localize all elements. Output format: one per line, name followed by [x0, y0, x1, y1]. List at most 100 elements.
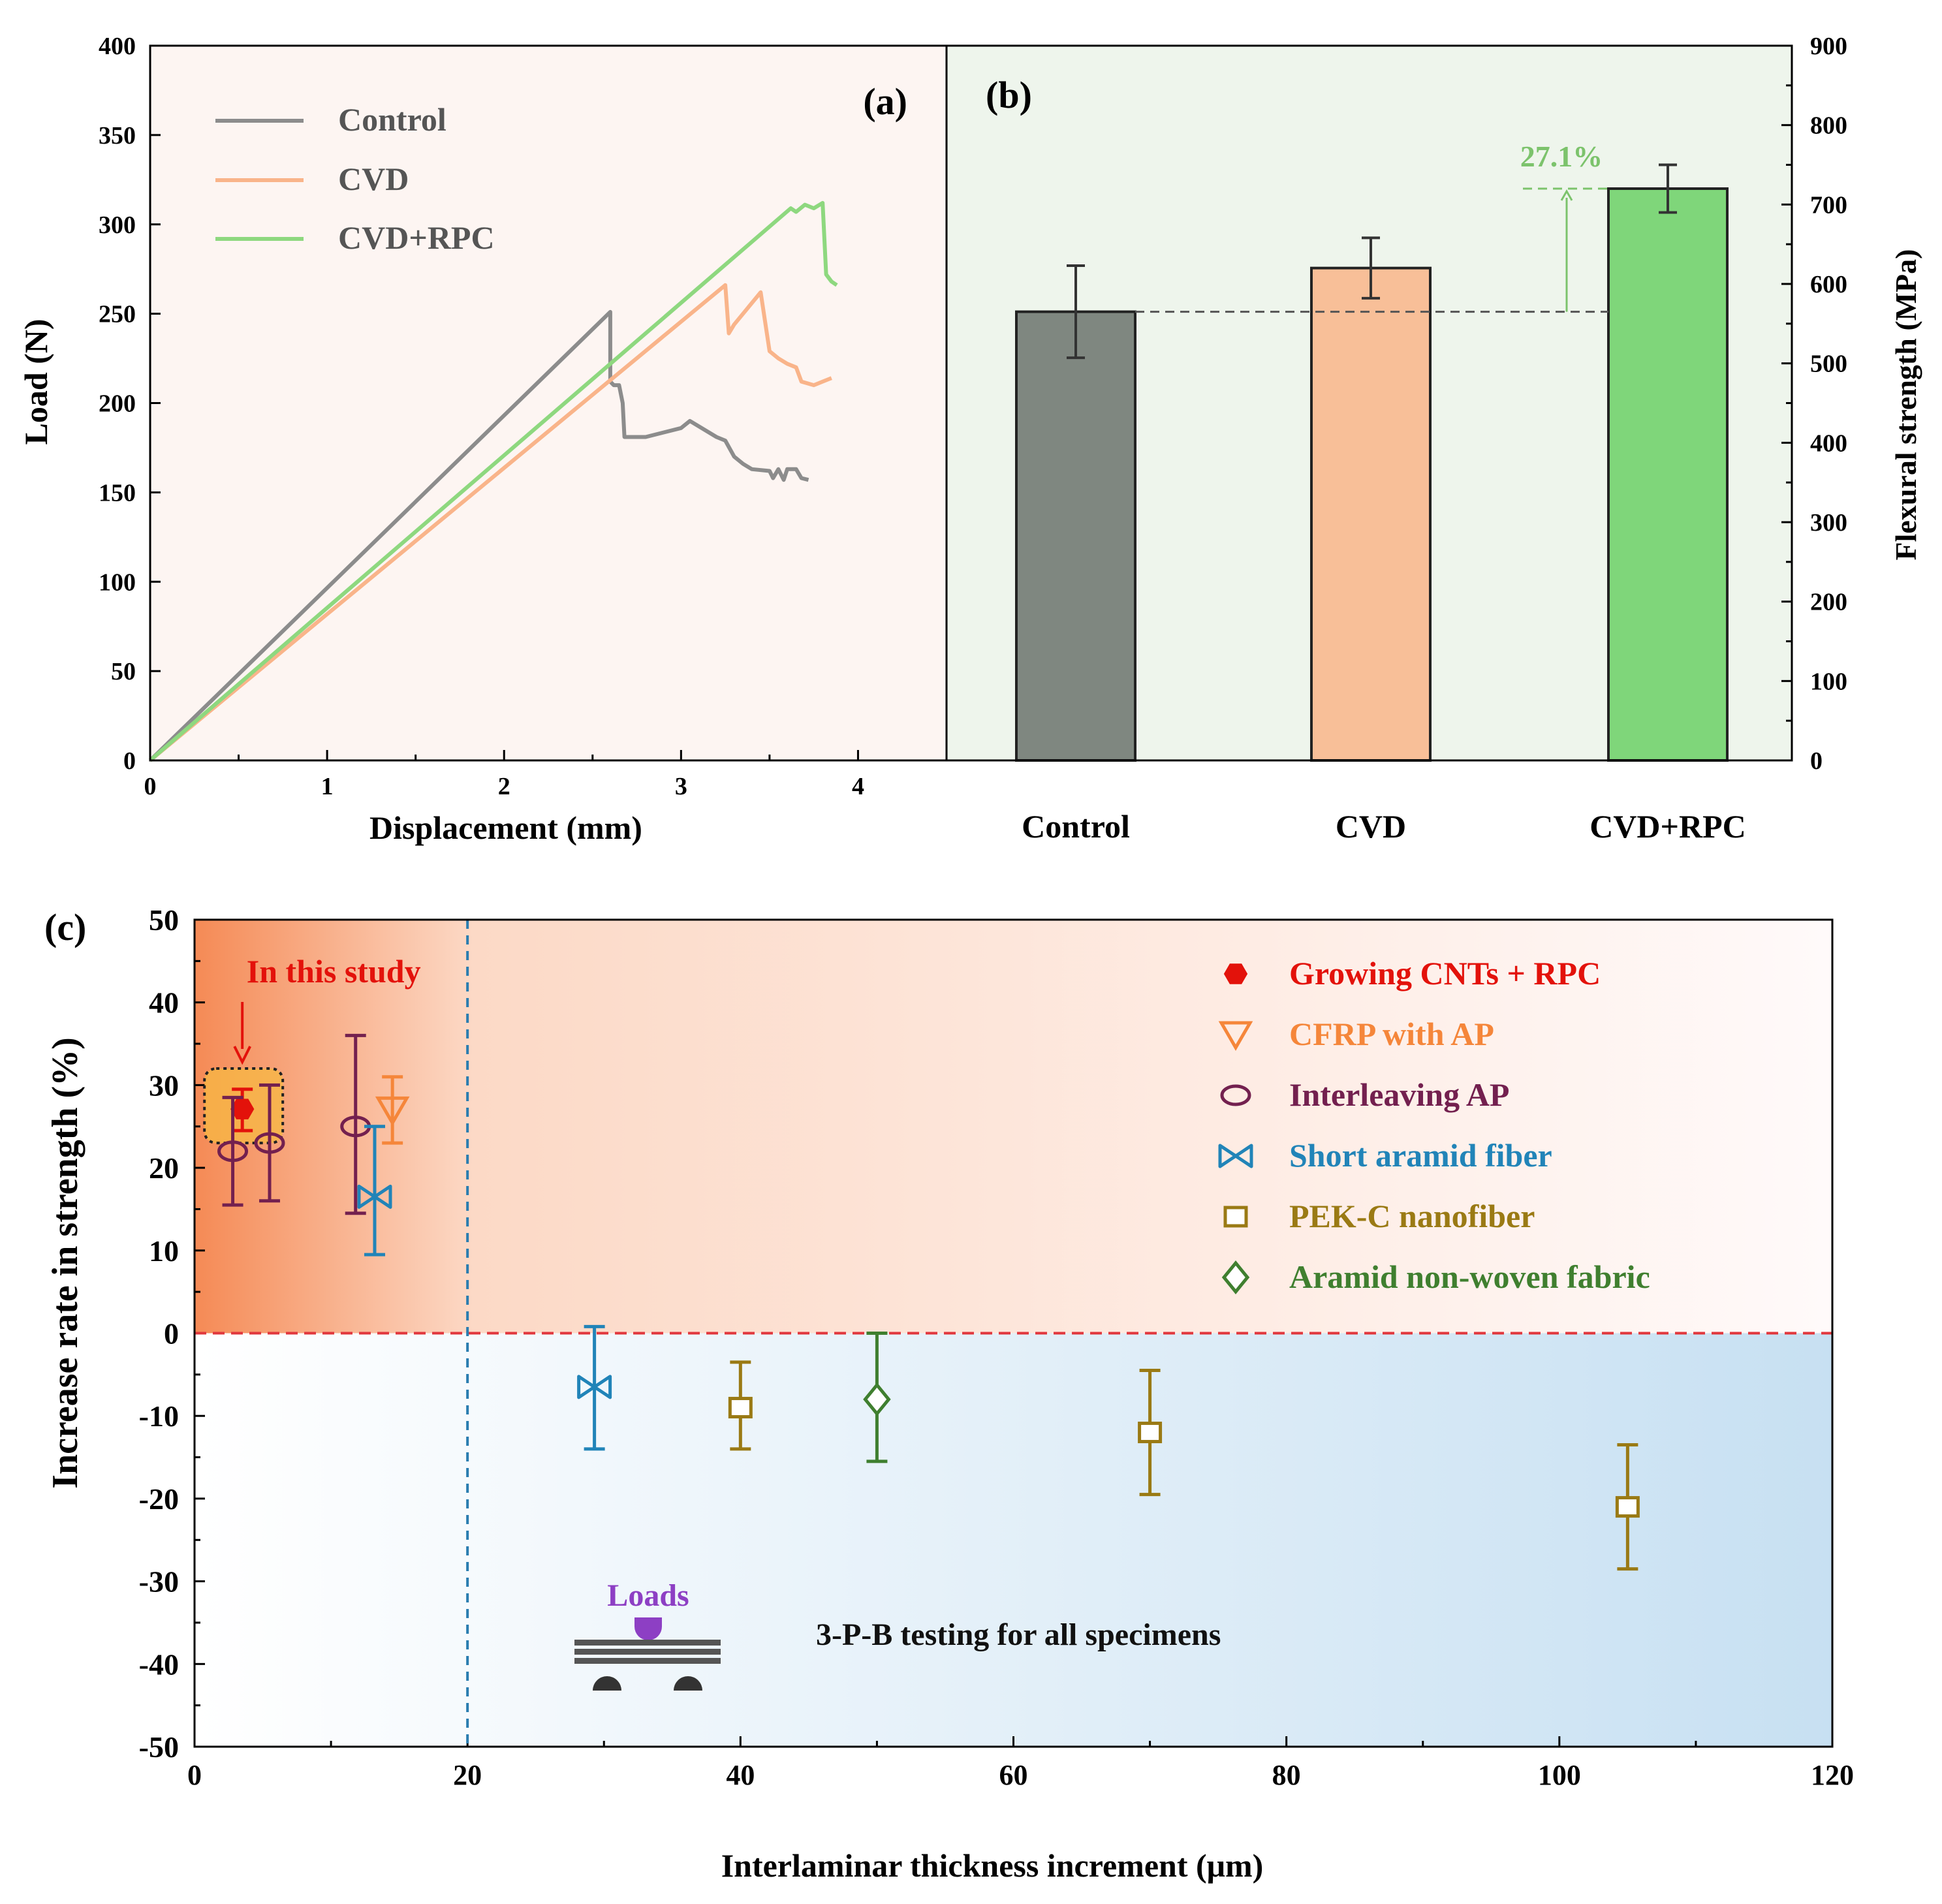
x-tick-label: 0 [144, 773, 157, 800]
legend-label-cvd: CVD [338, 161, 409, 197]
y-tick-label: 350 [99, 122, 136, 149]
y-tick-label: 10 [149, 1234, 179, 1268]
legend-label-short-aramid-fiber: Short aramid fiber [1289, 1137, 1552, 1174]
panel-c-data-points [217, 1033, 1640, 1571]
y-tick-label: 0 [164, 1317, 179, 1350]
y-tick-label: 800 [1810, 112, 1847, 140]
panel-b-annotation: 27.1% [1135, 140, 1608, 313]
specimen-beam-layer-icon-2 [574, 1658, 721, 1664]
panel-a: 0 1 2 3 4 0 50 100 150 200 250 300 350 400 (a) Displa… [18, 33, 948, 846]
panel-c-ylabel: Increase rate in strength (%) [45, 1037, 86, 1489]
y-tick-label: 30 [149, 1069, 179, 1102]
three-point-bending-schematic: Loads [574, 1578, 721, 1691]
panel-b-ylabel: Flexural strength (MPa) [1889, 249, 1922, 561]
panel-a-series [148, 200, 838, 762]
legend-label-cfrp-with-ap: CFRP with AP [1289, 1016, 1494, 1052]
y-tick-label: 500 [1810, 351, 1847, 378]
x-tick-label: 80 [1272, 1759, 1301, 1791]
y-tick-label: 300 [99, 211, 136, 239]
y-tick-label: 250 [99, 301, 136, 328]
panel-a-label: (a) [863, 80, 907, 123]
legend-marker-cfrp-with-ap [1218, 1021, 1253, 1051]
specimen-beam-layer-icon [574, 1649, 721, 1655]
y-tick-label: -40 [139, 1647, 179, 1681]
x-tick-label: 120 [1811, 1759, 1854, 1791]
panel-c-frame [193, 918, 1834, 1748]
panel-a-ylabel: Load (N) [18, 319, 54, 445]
point-pek-c-nanofiber [728, 1397, 753, 1419]
load-indenter-icon [634, 1617, 662, 1640]
y-tick-label: 20 [149, 1151, 179, 1185]
y-tick-label: 0 [1810, 747, 1823, 775]
panel-c-xlabel: Interlaminar thickness increment (μm) [721, 1847, 1264, 1884]
x-tick-label: 3 [675, 773, 687, 800]
legend-label-control: Control [338, 101, 446, 138]
series-line-cvd [149, 283, 832, 762]
y-tick-label: 600 [1810, 271, 1847, 298]
y-tick-label: 200 [1810, 589, 1847, 616]
legend-label-aramid-non-woven-fabric: Aramid non-woven fabric [1289, 1258, 1650, 1295]
loads-label: Loads [607, 1578, 689, 1613]
x-tick-label: 100 [1538, 1759, 1581, 1791]
y-tick-label: 50 [111, 658, 136, 685]
x-tick-label: 60 [999, 1759, 1028, 1791]
x-tick-label: 2 [498, 773, 510, 800]
y-tick-label: -50 [139, 1730, 179, 1764]
panel-c-legend: Growing CNTs + RPC CFRP with AP Interleavi… [1218, 955, 1650, 1295]
panel-a-legend: Control CVD CVD+RPC [215, 101, 495, 256]
point-interleaving-ap [254, 1132, 285, 1154]
panel-c-ticks: 0 20 40 60 80 100 120 -50 -40 -30 -20 -10 0 10 20 30 40 5… [139, 903, 1854, 1791]
panel-b-ticks: 0 100 200 300 400 500 600 700 800 900 [1781, 33, 1847, 775]
y-tick-label: 40 [149, 986, 179, 1020]
this-study-arrow-head [233, 1046, 251, 1065]
y-tick-label: 150 [99, 479, 136, 507]
y-tick-label: 700 [1810, 191, 1847, 219]
point-cfrp-with-ap [375, 1096, 410, 1127]
point-short-aramid-fiber [577, 1375, 612, 1399]
legend-label-interleaving-ap: Interleaving AP [1289, 1076, 1509, 1113]
x-tick-label: 40 [726, 1759, 755, 1791]
legend-marker-interleaving-ap [1220, 1084, 1251, 1106]
y-tick-label: 200 [99, 390, 136, 418]
legend-label-growing-cnts-rpc: Growing CNTs + RPC [1289, 955, 1601, 991]
this-study-label: In this study [247, 953, 421, 990]
y-tick-label: 400 [99, 33, 136, 60]
panel-a-ticks: 0 1 2 3 4 0 50 100 150 200 250 300 350 400 [99, 33, 864, 800]
category-label-cvd: CVD [1336, 808, 1406, 845]
testing-note: 3-P-B testing for all specimens [816, 1617, 1221, 1652]
x-tick-label: 20 [453, 1759, 482, 1791]
point-pek-c-nanofiber [1138, 1422, 1163, 1444]
point-growing-cnts-rpc [230, 1099, 255, 1119]
point-aramid-non-woven-fabric [863, 1382, 891, 1416]
x-tick-label: 1 [321, 773, 334, 800]
y-tick-label: -10 [139, 1399, 179, 1433]
legend-label-cvd-rpc: CVD+RPC [338, 219, 495, 256]
category-label-cvd-rpc: CVD+RPC [1590, 808, 1746, 845]
right-support-icon [674, 1676, 702, 1691]
point-pek-c-nanofiber [1615, 1496, 1640, 1518]
y-tick-label: 100 [1810, 668, 1847, 695]
y-tick-label: 0 [123, 747, 136, 775]
y-tick-label: 50 [149, 903, 179, 937]
increase-percent-label: 27.1% [1520, 140, 1603, 173]
panel-c: 0 20 40 60 80 100 120 -50 -40 -30 -20 -10 0 10 20 30 40 5… [44, 903, 1854, 1884]
panel-a-background [150, 46, 947, 760]
point-interleaving-ap [217, 1140, 249, 1163]
left-support-icon [593, 1676, 621, 1691]
y-tick-label: -30 [139, 1565, 179, 1599]
point-short-aramid-fiber [357, 1184, 392, 1209]
panel-b-label: (b) [986, 74, 1032, 116]
y-tick-label: 900 [1810, 33, 1847, 60]
bar-control [1015, 310, 1136, 762]
category-label-control: Control [1022, 808, 1130, 845]
increase-arrow-head [1560, 189, 1573, 201]
panel-b: 0 100 200 300 400 500 600 700 800 900 Control CVD C… [945, 33, 1922, 845]
y-tick-label: 300 [1810, 509, 1847, 537]
panel-b-frame [945, 44, 1793, 762]
legend-marker-pek-c-nanofiber [1223, 1206, 1248, 1228]
legend-marker-short-aramid-fiber [1218, 1144, 1253, 1168]
legend-label-pek-c-nanofiber: PEK-C nanofiber [1289, 1198, 1535, 1234]
y-tick-label: 100 [99, 569, 136, 596]
y-tick-label: 400 [1810, 429, 1847, 457]
